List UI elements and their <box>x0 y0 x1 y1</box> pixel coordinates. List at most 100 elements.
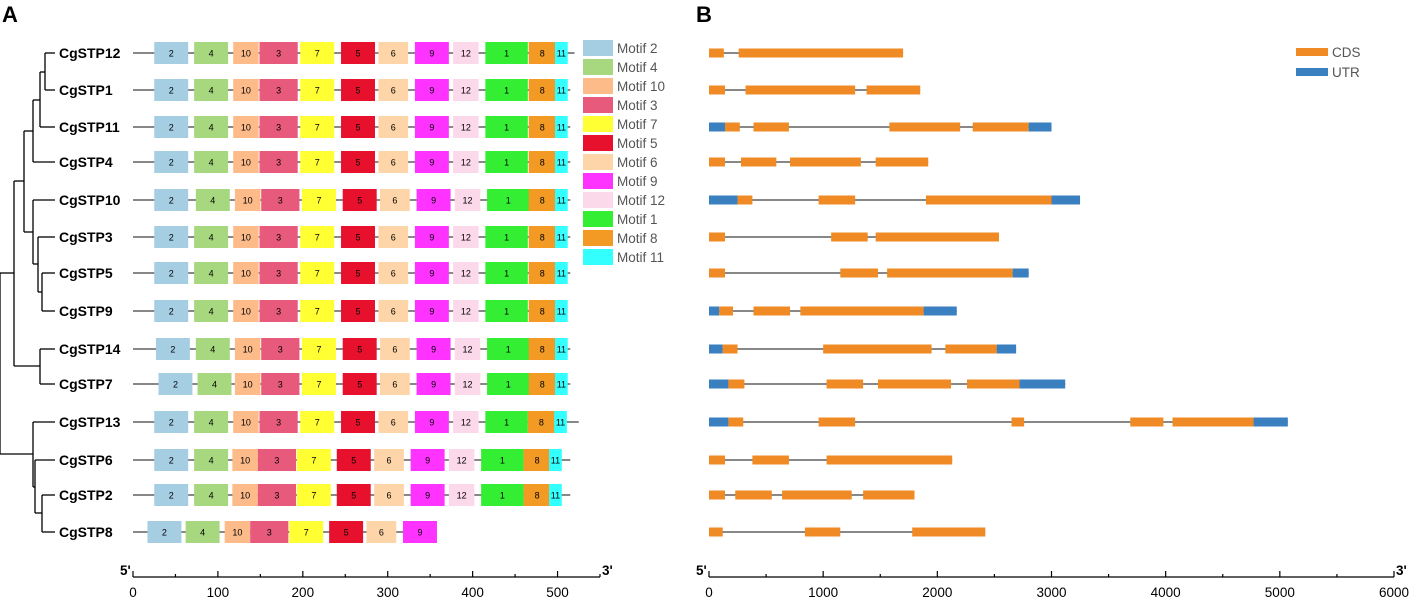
motif-box <box>257 449 297 471</box>
motif-box <box>414 262 449 284</box>
motif-track: 2 4 10 3 7 5 6 9 12 1 8 11 <box>133 226 571 248</box>
motif-number: 12 <box>461 307 471 317</box>
motif-box <box>378 300 409 322</box>
motif-number: 12 <box>461 86 471 96</box>
motif-number: 8 <box>540 307 545 317</box>
motif-number: 6 <box>391 158 396 168</box>
motif-number: 6 <box>386 456 391 466</box>
cds-segment <box>967 379 1020 389</box>
motif-box <box>194 79 229 101</box>
motif-number: 5 <box>356 418 361 428</box>
gene-structure-track <box>709 344 1017 354</box>
motif-number: 6 <box>391 123 396 133</box>
motif-number: 4 <box>200 528 205 538</box>
motif-box <box>261 338 300 360</box>
motif-box <box>448 484 475 506</box>
motif-box <box>528 116 556 138</box>
motif-number: 7 <box>315 233 320 243</box>
motif-number: 7 <box>315 86 320 96</box>
motif-number: 11 <box>557 86 566 96</box>
cds-segment <box>875 157 929 167</box>
motif-number: 4 <box>209 456 214 466</box>
motif-number: 1 <box>504 307 509 317</box>
motif-legend-label: Motif 6 <box>617 155 658 170</box>
motif-box <box>197 373 232 395</box>
motif-number: 8 <box>535 491 540 501</box>
motif-box <box>300 79 335 101</box>
motif-box <box>296 449 331 471</box>
cds-segment <box>724 122 740 132</box>
motif-box <box>233 411 259 433</box>
motif-number: 6 <box>379 528 384 538</box>
motif-track: 2 4 10 3 7 5 6 9 12 1 8 11 <box>133 411 579 433</box>
motif-box <box>233 42 259 64</box>
motif-number: 8 <box>540 233 545 243</box>
motif-number: 5 <box>357 345 362 355</box>
motif-number: 2 <box>169 86 174 96</box>
motif-box <box>329 521 364 543</box>
motif-box <box>528 189 556 211</box>
motif-number: 8 <box>540 345 545 355</box>
motif-number: 8 <box>540 49 545 59</box>
gene-structure-track <box>709 306 957 316</box>
motif-number: 4 <box>209 158 214 168</box>
motif-box <box>378 226 409 248</box>
gene-structure-track <box>709 455 953 465</box>
motif-number: 3 <box>274 491 279 501</box>
utr-segment <box>1019 379 1066 389</box>
motif-box <box>410 449 445 471</box>
cds-segment <box>709 157 725 167</box>
motif-box <box>528 226 556 248</box>
motif-number: 9 <box>429 49 434 59</box>
motif-number: 11 <box>551 456 560 466</box>
gene-length-axis: 0 1000 2000 3000 4000 5000 6000 5' 3' <box>696 563 1409 600</box>
motif-box <box>300 262 335 284</box>
motif-box <box>554 151 568 173</box>
motif-box <box>232 484 258 506</box>
motif-box <box>336 449 371 471</box>
motif-box <box>378 42 409 64</box>
motif-number: 4 <box>209 307 214 317</box>
motif-position-axis: 0 100 200 300 400 500 5' 3' <box>120 563 613 600</box>
motif-box <box>528 373 556 395</box>
motif-number: 4 <box>209 233 214 243</box>
motif-number: 2 <box>169 233 174 243</box>
motif-track: 2 4 10 3 7 5 6 9 12 1 8 11 <box>133 151 571 173</box>
tick-label: 200 <box>292 585 315 600</box>
motif-number: 12 <box>463 196 473 206</box>
gene-structure-track <box>709 379 1066 389</box>
motif-box <box>485 151 528 173</box>
motif-box <box>485 42 528 64</box>
cds-segment <box>1172 417 1254 427</box>
motif-number: 7 <box>315 418 320 428</box>
motif-track: 2 4 10 3 7 5 6 9 <box>133 521 437 543</box>
motif-number: 3 <box>276 86 281 96</box>
cds-segment <box>709 490 725 500</box>
motif-number: 6 <box>386 491 391 501</box>
motif-number: 12 <box>461 233 471 243</box>
motif-number: 10 <box>241 307 251 317</box>
motif-number: 3 <box>278 380 283 390</box>
motif-legend-label: Motif 3 <box>617 98 658 113</box>
gene-structure-track <box>709 195 1081 205</box>
motif-legend-label: Motif 10 <box>617 79 665 94</box>
motif-track: 2 4 10 3 7 5 6 9 12 1 8 11 <box>133 338 571 360</box>
cds-segment <box>722 344 738 354</box>
motif-legend-swatch <box>583 230 613 246</box>
motif-box <box>528 262 556 284</box>
motif-number: 10 <box>241 158 251 168</box>
motif-number: 2 <box>169 418 174 428</box>
motif-number: 12 <box>461 269 471 279</box>
cds-segment <box>826 379 864 389</box>
cds-segment <box>740 157 777 167</box>
motif-number: 10 <box>241 233 251 243</box>
gene-structure-tracks <box>709 48 1288 537</box>
motif-box <box>341 262 375 284</box>
motif-box <box>301 189 336 211</box>
motif-legend-label: Motif 1 <box>617 212 658 227</box>
motif-box <box>485 79 528 101</box>
motif-box <box>233 226 259 248</box>
gene-structure-track <box>709 490 915 500</box>
motif-number: 9 <box>429 233 434 243</box>
motif-legend-swatch <box>583 192 613 208</box>
